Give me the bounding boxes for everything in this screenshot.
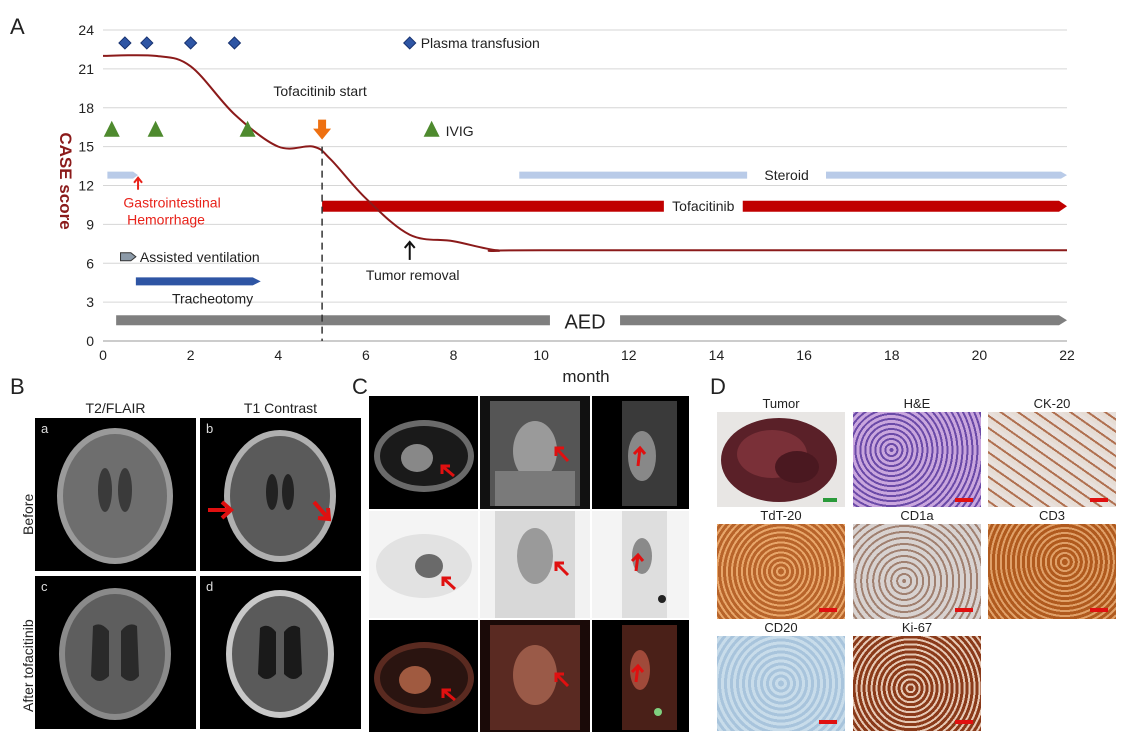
tumor-removal-label: Tumor removal — [366, 267, 460, 283]
bar-assisted-ventilation — [120, 252, 137, 262]
x-tick-label: 10 — [533, 347, 549, 363]
tumor-photo — [717, 412, 845, 507]
bar-label-tracheotomy: Tracheotomy — [172, 290, 253, 306]
bar-label-tofacitinib: Tofacitinib — [672, 198, 734, 214]
mri-label-b: b — [206, 421, 214, 436]
ivig-marker — [147, 120, 164, 137]
x-tick-label: 2 — [187, 347, 195, 363]
y-tick-label: 21 — [78, 61, 94, 77]
bar-label-steroid: Steroid — [764, 167, 808, 183]
y-tick-label: 12 — [78, 178, 94, 194]
x-tick-label: 18 — [884, 347, 900, 363]
row-label-before: Before — [20, 493, 36, 535]
mri-image-a: a — [35, 418, 196, 571]
y-tick-label: 6 — [86, 255, 94, 271]
bar-tracheotomy — [135, 277, 261, 286]
mri-label-d: d — [206, 579, 214, 594]
mri-image-b: b — [200, 418, 361, 571]
case-score-line — [102, 54, 1067, 252]
histo-title-ck20: CK-20 — [1033, 396, 1071, 411]
plasma-transfusion-marker — [183, 36, 198, 50]
panel-c-letter: C — [352, 374, 368, 399]
pet-axial — [369, 511, 478, 618]
x-tick-label: 12 — [621, 347, 637, 363]
histo-tdt20 — [717, 524, 845, 619]
histo-ck20 — [988, 412, 1116, 507]
plasma-transfusion-label: Plasma transfusion — [421, 35, 540, 51]
plasma-transfusion-marker — [140, 36, 154, 50]
ct-sagittal — [592, 396, 689, 509]
ivig-marker — [103, 120, 120, 137]
gi-hemorrhage-arrow-head — [133, 176, 143, 184]
bar-steroid-arrow — [826, 171, 1067, 179]
y-tick-label: 24 — [78, 22, 94, 38]
mri-image-d: d — [200, 576, 361, 729]
x-tick-label: 20 — [972, 347, 988, 363]
x-tick-label: 0 — [99, 347, 107, 363]
histo-title-ki67: Ki-67 — [901, 620, 933, 635]
y-tick-label: 15 — [78, 139, 94, 155]
histo-title-cd1a: CD1a — [900, 508, 934, 523]
histo-he — [853, 412, 981, 507]
plasma-transfusion-marker — [227, 36, 242, 50]
fusion-sagittal — [592, 620, 689, 732]
ivig-legend-marker — [423, 120, 440, 137]
ivig-marker — [239, 120, 256, 137]
plasma-transfusion-marker — [118, 36, 132, 50]
row-label-after: After tofacitinib — [20, 619, 36, 712]
mri-label-c: c — [41, 579, 48, 594]
y-axis-label: CASE score — [56, 132, 75, 229]
x-tick-label: 22 — [1059, 347, 1075, 363]
histo-cd20 — [717, 636, 845, 731]
plasma-transfusion-legend-marker — [403, 36, 417, 50]
bar-tofacitinib-segment — [322, 200, 664, 212]
mri-col-title-t2: T2/FLAIR — [85, 400, 146, 416]
histo-title-he: H&E — [903, 396, 931, 411]
panel-d-letter: D — [710, 374, 726, 399]
tofacitinib-start-label: Tofacitinib start — [273, 83, 366, 99]
histo-title-tumor: Tumor — [762, 396, 800, 411]
histo-ki67 — [853, 636, 981, 731]
histo-cd3 — [988, 524, 1116, 619]
histo-title-cd20: CD20 — [764, 620, 798, 635]
gi-hemorrhage-label-line1: Gastrointestinal — [123, 195, 220, 211]
pet-sagittal — [592, 511, 689, 618]
y-tick-label: 18 — [78, 100, 94, 116]
bar-steroid-early — [107, 171, 139, 179]
histo-title-cd3: CD3 — [1038, 508, 1065, 523]
histo-title-tdt20: TdT-20 — [760, 508, 802, 523]
gi-hemorrhage-label-line2: Hemorrhage — [127, 212, 205, 228]
ivig-label: IVIG — [446, 123, 474, 139]
panel-a-letter: A — [10, 14, 25, 39]
bar-aed-segment — [116, 315, 550, 326]
panel-b-letter: B — [10, 374, 25, 399]
mri-col-title-t1: T1 Contrast — [243, 400, 318, 416]
mri-image-c: c — [35, 576, 196, 729]
y-tick-label: 3 — [86, 294, 94, 310]
bar-tofacitinib-arrow — [742, 200, 1067, 212]
y-tick-label: 0 — [86, 333, 94, 349]
histo-cd1a — [853, 524, 981, 619]
x-axis-label: month — [562, 367, 609, 386]
x-tick-label: 14 — [709, 347, 725, 363]
x-tick-label: 6 — [362, 347, 370, 363]
ct-axial — [369, 396, 478, 509]
x-tick-label: 4 — [274, 347, 282, 363]
bar-steroid-segment — [519, 171, 748, 179]
tofacitinib-start-arrow — [313, 119, 332, 140]
bar-label-assisted-ventilation: Assisted ventilation — [140, 249, 260, 265]
y-tick-label: 9 — [86, 216, 94, 232]
ct-coronal — [480, 396, 590, 509]
x-tick-label: 16 — [796, 347, 812, 363]
tumor-removal-arrow-head — [403, 240, 416, 249]
fusion-coronal — [480, 620, 590, 732]
fusion-axial — [369, 620, 478, 732]
bar-label-aed: AED — [564, 311, 605, 333]
bar-aed-arrow — [620, 315, 1067, 326]
x-tick-label: 8 — [450, 347, 458, 363]
mri-label-a: a — [41, 421, 49, 436]
pet-coronal — [480, 511, 590, 618]
